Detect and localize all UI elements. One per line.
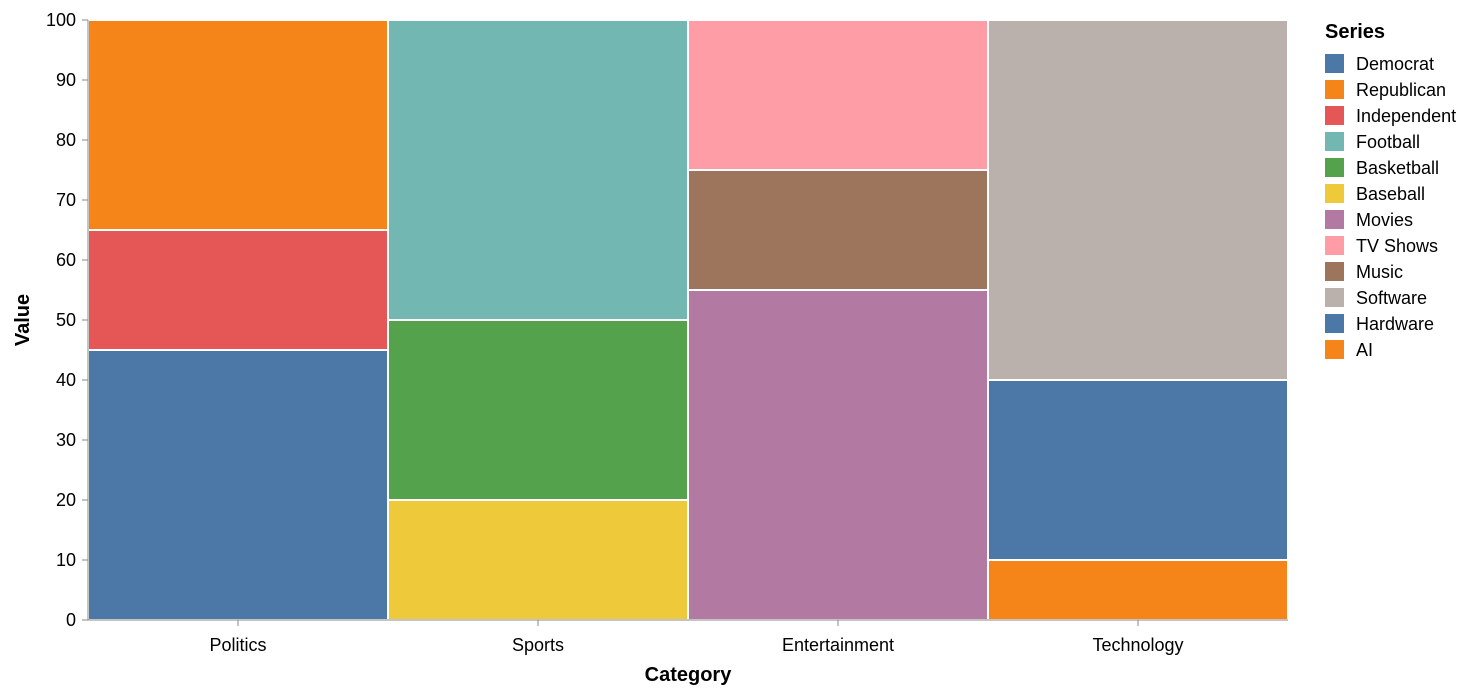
legend: Series Democrat Republican Independent Foot… <box>1325 21 1456 360</box>
legend-label: Independent <box>1356 106 1456 126</box>
legend-swatch <box>1325 80 1344 99</box>
bar-technology-software <box>987 19 1289 381</box>
legend-label: Hardware <box>1356 314 1434 334</box>
y-axis-title: Value <box>12 294 34 346</box>
bar-politics-democrat <box>87 349 389 621</box>
legend-label: Democrat <box>1356 54 1434 74</box>
legend-swatch <box>1325 106 1344 125</box>
legend-swatch <box>1325 210 1344 229</box>
bar-politics-republican <box>87 19 389 231</box>
bar-technology-hardware <box>987 379 1289 561</box>
legend-swatch <box>1325 262 1344 281</box>
legend-label: Football <box>1356 132 1420 152</box>
x-tick-label: Sports <box>512 635 564 655</box>
legend-label: Software <box>1356 288 1427 308</box>
bar-entertainment-movies <box>687 289 989 621</box>
bar-sports-football <box>387 19 689 321</box>
legend-label: TV Shows <box>1356 236 1438 256</box>
legend-title: Series <box>1325 21 1385 43</box>
legend-label: Republican <box>1356 80 1446 100</box>
legend-label: Basketball <box>1356 158 1439 178</box>
x-tick-label: Entertainment <box>782 635 894 655</box>
legend-swatch <box>1325 314 1344 333</box>
y-tick-label: 90 <box>56 70 76 90</box>
legend-label: Music <box>1356 262 1403 282</box>
legend-swatch <box>1325 340 1344 359</box>
y-axis: 0 10 20 30 40 50 60 70 80 90 100 <box>46 10 89 630</box>
legend-swatch <box>1325 158 1344 177</box>
bar-sports-baseball <box>387 499 689 621</box>
y-tick-label: 100 <box>46 10 76 30</box>
legend-label: Movies <box>1356 210 1413 230</box>
y-tick-label: 0 <box>66 610 76 630</box>
y-tick-label: 70 <box>56 190 76 210</box>
bar-sports-basketball <box>387 319 689 501</box>
bar-entertainment-tv-shows <box>687 19 989 171</box>
y-tick-label: 40 <box>56 370 76 390</box>
y-tick-label: 50 <box>56 310 76 330</box>
legend-swatch <box>1325 184 1344 203</box>
legend-swatch <box>1325 132 1344 151</box>
legend-swatch <box>1325 236 1344 255</box>
x-tick-label: Technology <box>1092 635 1183 655</box>
y-tick-label: 10 <box>56 550 76 570</box>
bar-technology-ai <box>987 559 1289 621</box>
x-axis-title: Category <box>645 664 733 686</box>
legend-swatch <box>1325 54 1344 73</box>
legend-swatch <box>1325 288 1344 307</box>
y-tick-label: 80 <box>56 130 76 150</box>
y-tick-label: 60 <box>56 250 76 270</box>
y-tick-label: 30 <box>56 430 76 450</box>
bar-politics-independent <box>87 229 389 351</box>
x-tick-label: Politics <box>209 635 266 655</box>
bars-layer <box>87 19 1289 621</box>
x-axis: Politics Sports Entertainment Technology <box>88 619 1288 655</box>
legend-label: AI <box>1356 340 1373 360</box>
y-tick-label: 20 <box>56 490 76 510</box>
bar-entertainment-music <box>687 169 989 291</box>
legend-label: Baseball <box>1356 184 1425 204</box>
